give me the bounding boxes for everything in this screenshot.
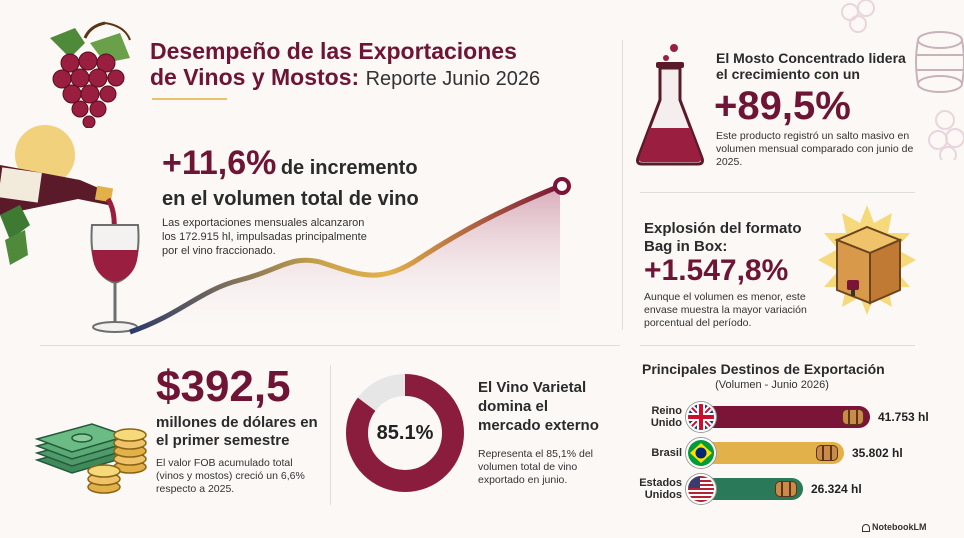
flask-icon bbox=[636, 44, 704, 166]
wine-bottle-glass-illustration bbox=[0, 125, 140, 333]
volume-headline: +11,6% de incremento en el volumen total… bbox=[162, 145, 462, 210]
bag-in-box-icon bbox=[818, 205, 916, 315]
bag-in-box-growth-value: +1.547,8% bbox=[644, 254, 789, 287]
divider-right-2 bbox=[640, 345, 915, 346]
donut-varietal-arc bbox=[346, 374, 464, 492]
varietal-donut-chart bbox=[346, 374, 464, 492]
bag-in-box-description: Aunque el volumen es menor, este envase … bbox=[644, 291, 807, 329]
destination-value-reino-unido: 41.753 hl bbox=[878, 410, 929, 424]
growth-curve-graphic bbox=[129, 177, 571, 338]
barrel-icon-bg bbox=[915, 31, 964, 93]
mosto-growth-value: +89,5% bbox=[714, 84, 851, 128]
page-title: Desempeño de las Exportaciones de Vinos … bbox=[150, 38, 570, 92]
decorative-grapes-bg bbox=[841, 0, 964, 160]
mosto-description: Este producto registró un salto masivo e… bbox=[716, 130, 914, 168]
volume-growth-value: +11,6% bbox=[162, 144, 277, 182]
barrel-icon bbox=[816, 445, 838, 461]
barrel-icon bbox=[775, 481, 797, 497]
notebooklm-logo-icon bbox=[862, 523, 870, 532]
divider-right-1 bbox=[640, 192, 915, 193]
volume-headline-text-2: en el volumen total de vino bbox=[162, 188, 419, 210]
bag-in-box-title: Explosión del formato Bag in Box: bbox=[644, 220, 802, 255]
varietal-description: Representa el 85,1% del volumen total de… bbox=[478, 448, 593, 486]
money-coins-icon bbox=[34, 423, 147, 494]
fob-value: $392,5 bbox=[156, 362, 291, 411]
destinations-subtitle: (Volumen - Junio 2026) bbox=[715, 379, 829, 391]
fob-description: El valor FOB acumulado total (vinos y mo… bbox=[156, 457, 305, 495]
destination-value-estados-unidos: 26.324 hl bbox=[811, 482, 862, 496]
title-line-2: de Vinos y Mostos: bbox=[150, 64, 360, 90]
fob-text: millones de dólares en el primer semestr… bbox=[156, 414, 318, 449]
title-underline bbox=[152, 98, 227, 100]
destination-value-brasil: 35.802 hl bbox=[852, 446, 903, 460]
destination-name-reino-unido: Reino Unido bbox=[650, 405, 682, 429]
varietal-title: El Vino Varietal domina el mercado exter… bbox=[478, 379, 599, 434]
divider-vertical-top bbox=[622, 40, 623, 330]
volume-description: Las exportaciones mensuales alcanzaron l… bbox=[162, 217, 367, 257]
varietal-percent-label: 85.1% bbox=[376, 422, 434, 444]
report-subtitle: Reporte Junio 2026 bbox=[365, 68, 541, 90]
title-line-1: Desempeño de las Exportaciones bbox=[150, 38, 517, 64]
divider-horizontal-middle bbox=[40, 345, 620, 346]
mosto-title: El Mosto Concentrado lidera el crecimien… bbox=[716, 50, 906, 82]
volume-headline-text-1: de incremento bbox=[280, 157, 418, 179]
destination-bar-estados-unidos bbox=[690, 478, 803, 500]
destination-name-estados-unidos: Estados Unidos bbox=[639, 477, 682, 501]
destination-bar-reino-unido bbox=[690, 406, 870, 428]
footer-brand-label: NotebookLM bbox=[872, 522, 927, 532]
grapes-icon bbox=[50, 21, 131, 128]
uk-flag-icon bbox=[686, 402, 716, 432]
destination-bar-brasil bbox=[690, 442, 844, 464]
brazil-flag-icon bbox=[686, 438, 716, 468]
destination-name-brasil: Brasil bbox=[651, 447, 682, 459]
divider-vertical-bottom-1 bbox=[330, 365, 331, 505]
footer-brand: NotebookLM bbox=[862, 522, 927, 532]
barrel-icon bbox=[842, 409, 864, 425]
destinations-title: Principales Destinos de Exportación bbox=[642, 361, 885, 377]
usa-flag-icon bbox=[686, 474, 716, 504]
